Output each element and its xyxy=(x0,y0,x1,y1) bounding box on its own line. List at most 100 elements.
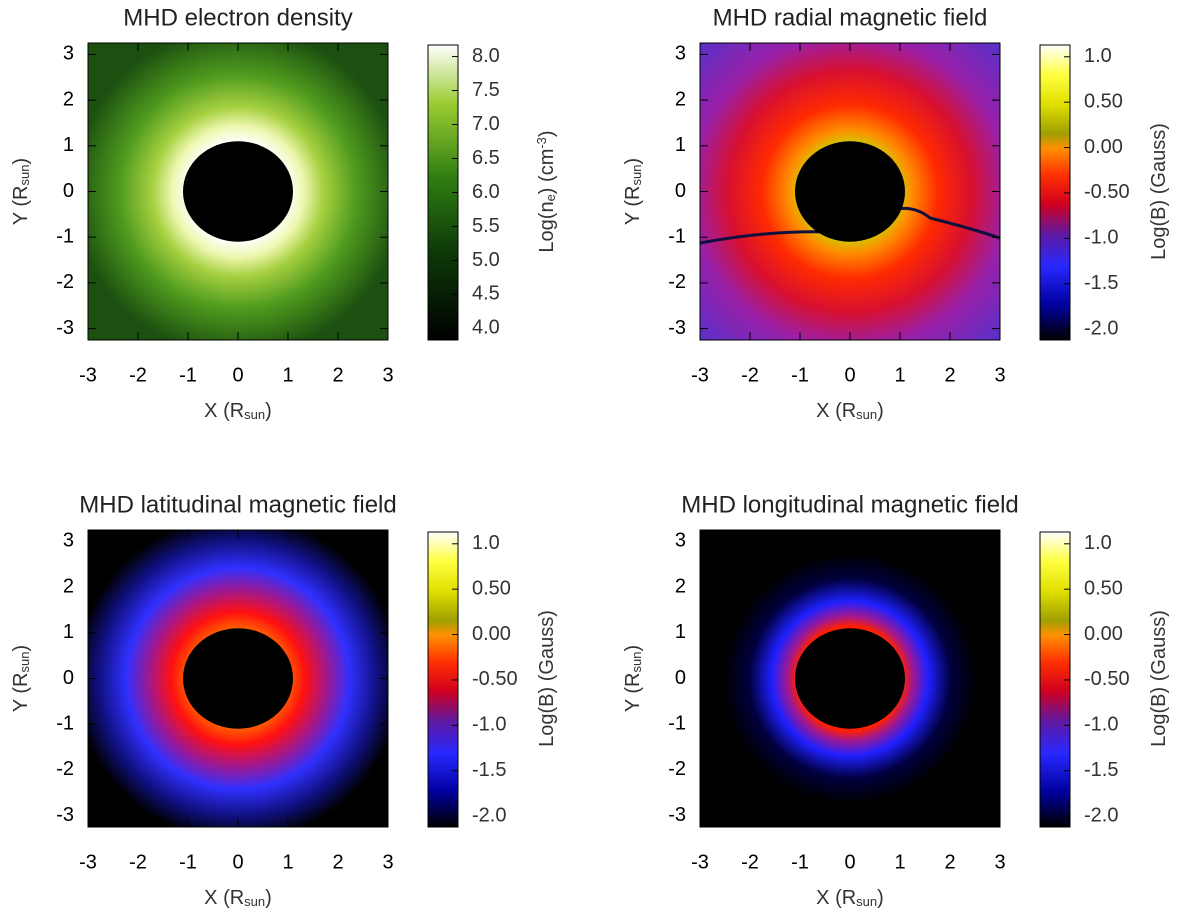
x-axis-label: X (Rsun) xyxy=(816,887,884,909)
colorbar-tick-label: -0.50 xyxy=(472,668,518,690)
y-axis-label: Y (Rsun) xyxy=(622,645,644,712)
label-part: sun xyxy=(17,165,32,186)
x-tick-label: 1 xyxy=(282,851,293,873)
colorbar-tick-label: -2.0 xyxy=(1084,317,1118,339)
x-tick-label: 3 xyxy=(994,364,1005,386)
label-part: sun xyxy=(244,407,265,422)
label-part: sun xyxy=(17,652,32,673)
x-tick-label: 1 xyxy=(894,851,905,873)
colorbar-tick-label: 0.50 xyxy=(1084,577,1123,599)
label-part: sun xyxy=(856,407,877,422)
colorbar-tick-label: -1.5 xyxy=(1084,272,1118,294)
colorbar-tick-label: 7.5 xyxy=(472,79,500,101)
colorbar-tick-label: 0.50 xyxy=(472,577,511,599)
y-tick-label: 1 xyxy=(675,134,686,156)
label-part: Y (R xyxy=(10,673,32,713)
label-part: Y (R xyxy=(10,186,32,226)
x-axis-label: X (Rsun) xyxy=(816,400,884,422)
label-part: sun xyxy=(856,894,877,909)
y-tick-label: 3 xyxy=(675,530,686,552)
colorbar-tick-label: 5.5 xyxy=(472,215,500,237)
x-tick-label: 2 xyxy=(332,851,343,873)
chart-title: MHD latitudinal magnetic field xyxy=(79,491,396,518)
colorbar-tick-label: 1.0 xyxy=(472,532,500,554)
x-tick-label: 2 xyxy=(944,851,955,873)
label-part: Y (R xyxy=(622,186,644,226)
x-tick-label: 1 xyxy=(282,364,293,386)
x-axis-label: X (Rsun) xyxy=(204,887,272,909)
colorbar-tick-label: 5.0 xyxy=(472,249,500,271)
y-tick-label: 0 xyxy=(675,180,686,202)
chart-title: MHD radial magnetic field xyxy=(713,4,988,31)
label-part: X (R xyxy=(204,887,244,909)
label-part: sun xyxy=(244,894,265,909)
colorbar-tick-label: 7.0 xyxy=(472,113,500,135)
colorbar-tick-label: -0.50 xyxy=(1084,181,1130,203)
colorbar-tick-label: -1.0 xyxy=(472,714,506,736)
label-part: X (R xyxy=(816,887,856,909)
y-tick-label: 2 xyxy=(63,575,74,597)
y-tick-label: 3 xyxy=(63,43,74,65)
x-tick-label: 3 xyxy=(382,851,393,873)
label-part: ) xyxy=(536,130,558,137)
x-tick-label: 0 xyxy=(844,851,855,873)
colorbar-tick-label: 6.0 xyxy=(472,181,500,203)
sun-disk xyxy=(795,628,905,729)
y-tick-label: -3 xyxy=(668,804,686,826)
y-tick-label: 1 xyxy=(63,134,74,156)
y-axis-label: Y (Rsun) xyxy=(10,158,32,225)
y-tick-label: -1 xyxy=(56,712,74,734)
label-part: ) xyxy=(10,158,32,165)
colorbar-label: Log(ne) (cm-3) xyxy=(534,130,559,252)
chart-title: MHD longitudinal magnetic field xyxy=(681,491,1019,518)
y-tick-label: 0 xyxy=(63,667,74,689)
label-part: Log(B) (Gauss) xyxy=(1148,123,1170,260)
colorbar-tick-label: 0.00 xyxy=(1084,623,1123,645)
label-part: ) xyxy=(622,158,644,165)
label-part: ) xyxy=(10,645,32,652)
colorbar-tick-label: 0.00 xyxy=(1084,136,1123,158)
y-tick-label: 2 xyxy=(63,88,74,110)
y-tick-label: 3 xyxy=(63,530,74,552)
y-tick-label: -1 xyxy=(668,225,686,247)
colorbar-tick-label: 8.0 xyxy=(472,45,500,67)
label-part: ) xyxy=(265,400,272,422)
x-tick-label: 3 xyxy=(994,851,1005,873)
y-tick-label: 0 xyxy=(63,180,74,202)
label-part: Log(B) (Gauss) xyxy=(536,610,558,747)
colorbar-label: Log(B) (Gauss) xyxy=(1148,123,1170,260)
y-tick-label: 0 xyxy=(675,667,686,689)
colorbar-tick-label: -2.0 xyxy=(1084,804,1118,826)
colorbar-tick-label: -1.5 xyxy=(472,759,506,781)
colorbar-label: Log(B) (Gauss) xyxy=(1148,610,1170,747)
y-tick-label: -1 xyxy=(668,712,686,734)
x-tick-label: 2 xyxy=(944,364,955,386)
label-part: ) xyxy=(622,645,644,652)
x-tick-label: -1 xyxy=(179,851,197,873)
label-part: Log(n xyxy=(536,201,558,252)
x-tick-label: 0 xyxy=(232,364,243,386)
x-tick-label: 1 xyxy=(894,364,905,386)
label-part: Y (R xyxy=(622,673,644,713)
label-part: X (R xyxy=(816,400,856,422)
label-part: ) xyxy=(877,400,884,422)
y-tick-label: -2 xyxy=(56,271,74,293)
x-axis-label: X (Rsun) xyxy=(204,400,272,422)
y-tick-label: -2 xyxy=(668,271,686,293)
x-tick-label: 3 xyxy=(382,364,393,386)
y-tick-label: -2 xyxy=(56,758,74,780)
x-tick-label: 0 xyxy=(232,851,243,873)
y-tick-label: -2 xyxy=(668,758,686,780)
y-tick-label: 2 xyxy=(675,88,686,110)
chart-title: MHD electron density xyxy=(123,4,352,31)
label-part: e xyxy=(543,194,558,201)
colorbar-tick-label: 6.5 xyxy=(472,147,500,169)
x-tick-label: -2 xyxy=(129,364,147,386)
x-tick-label: -3 xyxy=(691,364,709,386)
x-tick-label: -1 xyxy=(791,364,809,386)
colorbar-tick-label: 1.0 xyxy=(1084,45,1112,67)
y-axis-label: Y (Rsun) xyxy=(10,645,32,712)
x-tick-label: -3 xyxy=(79,364,97,386)
label-part: ) xyxy=(877,887,884,909)
